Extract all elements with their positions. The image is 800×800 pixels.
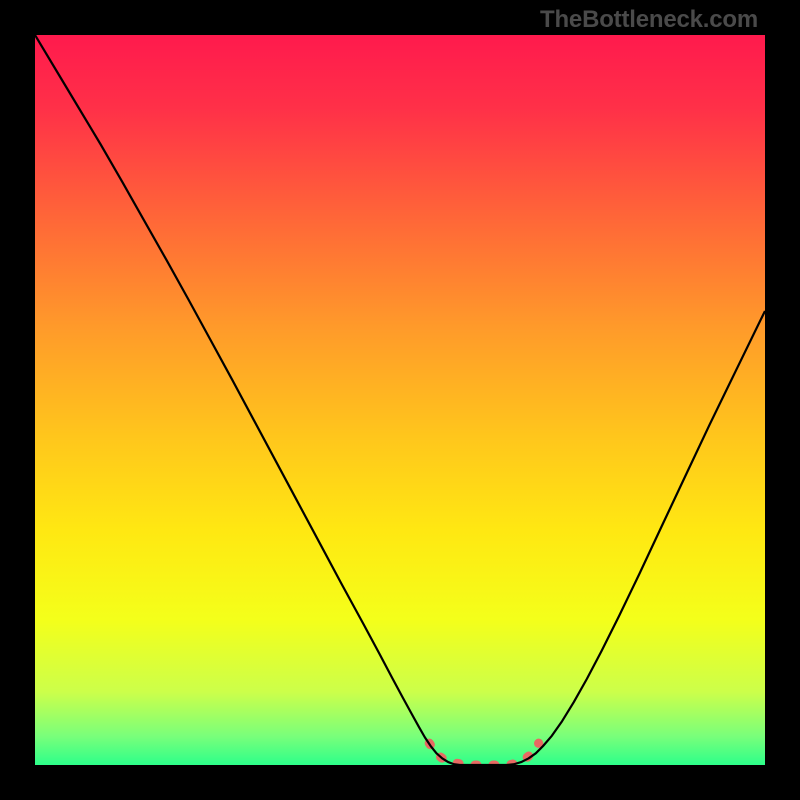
watermark-text: TheBottleneck.com: [540, 6, 758, 34]
frame-left: [0, 0, 35, 800]
bottleneck-curve: [35, 35, 765, 765]
frame-bottom: [0, 765, 800, 800]
plot-area: [35, 35, 765, 765]
frame-right: [765, 0, 800, 800]
chart-svg: [35, 35, 765, 765]
chart-container: TheBottleneck.com: [0, 0, 800, 800]
